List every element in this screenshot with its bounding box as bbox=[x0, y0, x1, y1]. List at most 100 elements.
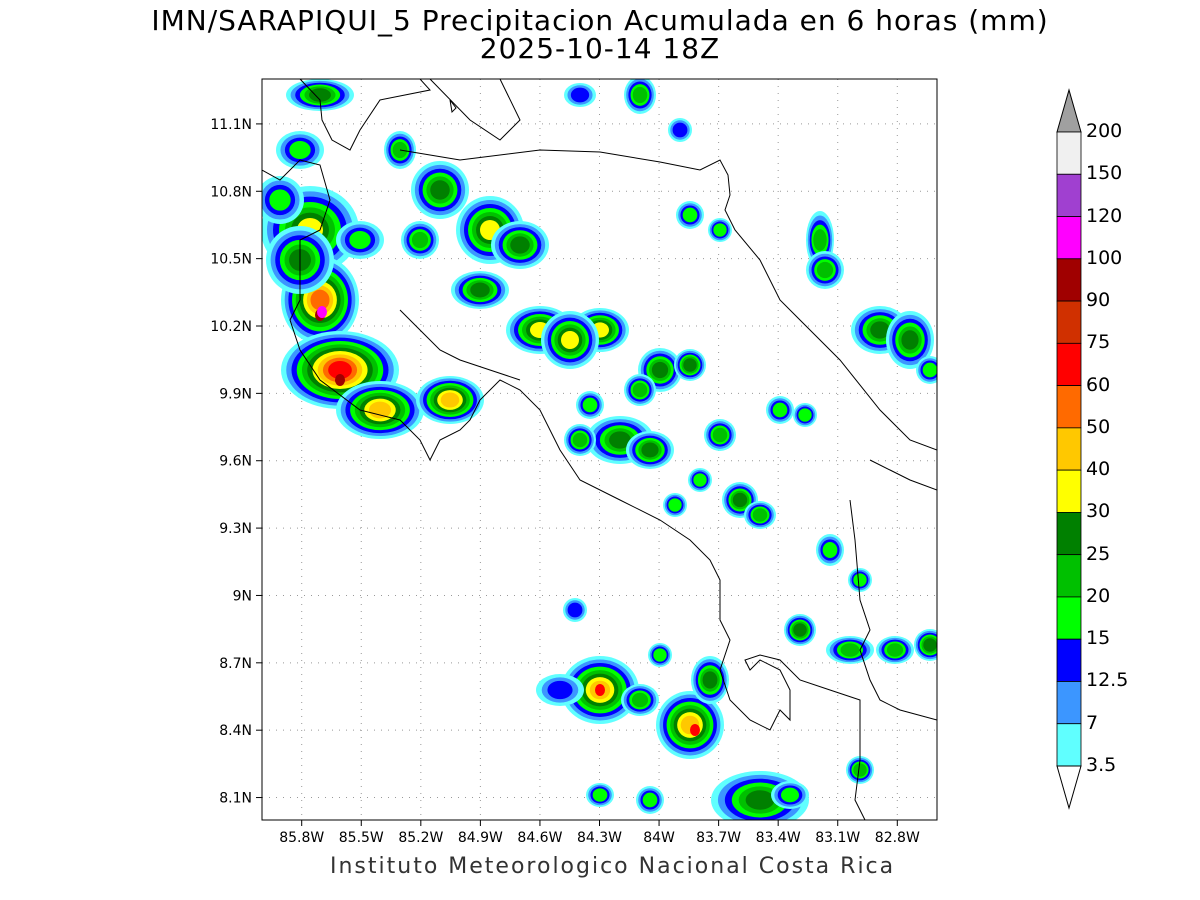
precip-contour bbox=[702, 671, 718, 689]
lon-tick-label: 84.9W bbox=[458, 830, 503, 846]
lon-tick-label: 84.6W bbox=[517, 830, 562, 846]
colorbar-label: 150 bbox=[1086, 162, 1123, 185]
precip-contour bbox=[572, 432, 588, 448]
lon-tick-label: 83.7W bbox=[696, 830, 741, 846]
coastline-north bbox=[299, 79, 431, 151]
precip-contour bbox=[641, 442, 659, 458]
precip-contour bbox=[632, 86, 648, 104]
colorbar-swatch bbox=[1056, 469, 1082, 513]
precip-contour bbox=[798, 408, 812, 422]
precip-contour bbox=[582, 397, 598, 413]
colorbar-label: 60 bbox=[1086, 373, 1111, 396]
colorbar-label: 12.5 bbox=[1086, 669, 1129, 692]
colorbar-swatch bbox=[1056, 216, 1082, 260]
precip-contour bbox=[632, 382, 648, 398]
colorbar-swatch bbox=[1056, 554, 1082, 598]
precip-contour bbox=[713, 223, 727, 237]
lat-tick-label: 9.9N bbox=[219, 386, 252, 402]
precip-contour bbox=[901, 330, 919, 350]
lon-tick-label: 84W bbox=[643, 830, 675, 846]
precip-contour bbox=[642, 792, 658, 808]
precip-contour bbox=[683, 358, 697, 372]
colorbar-label: 90 bbox=[1086, 289, 1111, 312]
colorbar-swatch bbox=[1056, 723, 1082, 767]
lat-tick-label: 10.5N bbox=[210, 252, 252, 268]
colorbar-bottom-arrow bbox=[1056, 765, 1082, 810]
precip-contour bbox=[653, 648, 667, 662]
colorbar-label: 7 bbox=[1086, 711, 1099, 734]
lat-tick-label: 8.1N bbox=[219, 791, 252, 807]
precip-contour bbox=[470, 282, 490, 298]
axis-ticks bbox=[256, 123, 898, 826]
lon-tick-label: 85.8W bbox=[279, 830, 324, 846]
lat-tick-label: 11.1N bbox=[210, 117, 252, 133]
lat-tick-label: 9.3N bbox=[219, 521, 252, 537]
colorbar-label: 25 bbox=[1086, 542, 1111, 565]
footer-credit: Instituto Meteorologico Nacional Costa R… bbox=[330, 854, 896, 879]
precip-contour bbox=[561, 331, 579, 349]
precip-contour bbox=[651, 361, 669, 379]
precip-contour bbox=[440, 392, 460, 408]
colorbar-swatch bbox=[1056, 385, 1082, 429]
colorbar-swatch bbox=[1056, 300, 1082, 344]
colorbar-top-arrow bbox=[1056, 88, 1082, 133]
precip-peak bbox=[335, 374, 345, 386]
coastline-pacific-nicoya bbox=[262, 159, 866, 820]
precip-contour bbox=[682, 207, 698, 223]
precip-contour bbox=[510, 236, 530, 254]
lat-tick-label: 8.7N bbox=[219, 656, 252, 672]
precip-contour bbox=[781, 787, 799, 803]
lon-tick-label: 85.5W bbox=[339, 830, 384, 846]
colorbar-label: 75 bbox=[1086, 331, 1111, 354]
precip-contour bbox=[853, 573, 867, 587]
precip-contour bbox=[668, 498, 682, 512]
precip-peak bbox=[690, 724, 700, 736]
precip-contour bbox=[328, 361, 352, 379]
precip-contour bbox=[793, 623, 807, 637]
lat-tick-label: 10.2N bbox=[210, 319, 252, 335]
precip-contour bbox=[870, 321, 890, 339]
coastline-caribbean bbox=[399, 149, 937, 451]
coastline-lake bbox=[429, 79, 521, 141]
precip-contour bbox=[813, 229, 827, 251]
colorbar-swatch bbox=[1056, 427, 1082, 471]
precip-contour bbox=[822, 542, 838, 558]
colorbar-label: 200 bbox=[1086, 120, 1123, 142]
precipitation-field bbox=[262, 79, 937, 820]
colorbar bbox=[1056, 88, 1082, 810]
map-subtitle: 2025-10-14 18Z bbox=[479, 32, 721, 65]
colorbar-swatch bbox=[1056, 596, 1082, 640]
precip-contour bbox=[772, 402, 788, 418]
lat-tick-label: 8.4N bbox=[219, 723, 252, 739]
precip-contour bbox=[609, 431, 631, 449]
colorbar-swatch bbox=[1056, 131, 1082, 175]
grid-lines bbox=[262, 79, 937, 820]
colorbar-label: 15 bbox=[1086, 627, 1111, 650]
precip-contour bbox=[816, 261, 834, 279]
precip-contour bbox=[840, 643, 860, 657]
precip-peak bbox=[317, 306, 327, 318]
colorbar-label: 30 bbox=[1086, 500, 1111, 523]
colorbar-swatch bbox=[1056, 638, 1082, 682]
precip-contour bbox=[672, 122, 688, 138]
precip-contour bbox=[289, 141, 311, 159]
coastline bbox=[262, 79, 937, 820]
precip-contour bbox=[745, 790, 775, 810]
precip-contour bbox=[309, 88, 331, 102]
precip-contour bbox=[269, 189, 291, 211]
precip-contour bbox=[693, 473, 707, 487]
lon-tick-label: 82.8W bbox=[875, 830, 920, 846]
colorbar-label: 3.5 bbox=[1086, 754, 1117, 776]
colorbar-swatch bbox=[1056, 258, 1082, 302]
precip-contour bbox=[712, 427, 728, 443]
precip-contour bbox=[853, 763, 867, 777]
lon-tick-label: 83.1W bbox=[815, 830, 860, 846]
precip-contour bbox=[349, 231, 371, 249]
lat-tick-label: 9N bbox=[233, 588, 252, 604]
longitude-labels: 85.8W 85.5W 85.2W 84.9W 84.6W 84.3W 84W 83.7W 83… bbox=[279, 830, 920, 846]
coastline-nicoya-inner bbox=[399, 309, 521, 381]
precip-contour bbox=[567, 602, 583, 618]
colorbar-label: 100 bbox=[1086, 246, 1123, 269]
coastline-island bbox=[449, 99, 457, 114]
